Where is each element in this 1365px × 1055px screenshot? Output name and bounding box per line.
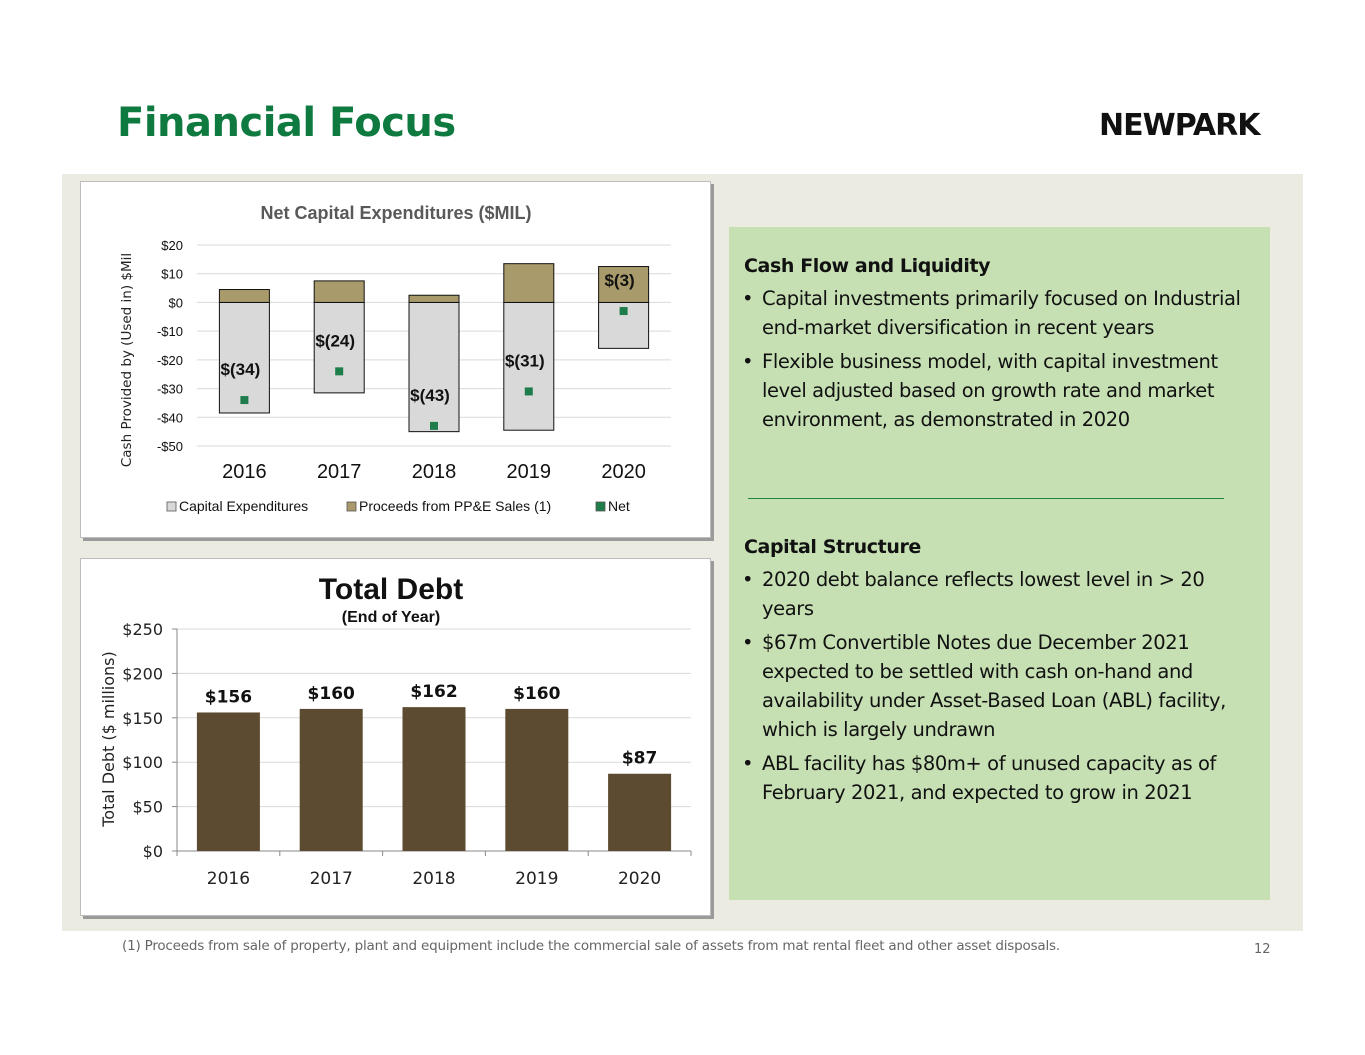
proceeds-bar bbox=[503, 263, 555, 303]
debt-data-label: $160 bbox=[308, 684, 355, 704]
net-capex-chart-box: Net Capital Expenditures ($MIL) Cash Pro… bbox=[80, 181, 711, 538]
bullet-item: • $67m Convertible Notes due December 202… bbox=[742, 631, 1226, 741]
slide-title: Financial Focus bbox=[117, 100, 456, 146]
y-tick-label: -$40 bbox=[157, 410, 183, 425]
net-data-label: $(34) bbox=[221, 360, 261, 379]
y-tick-label: $250 bbox=[122, 620, 163, 639]
cash-flow-bullets: • Capital investments primarily focused o… bbox=[740, 284, 1255, 439]
chart-title: Total Debt bbox=[319, 573, 463, 606]
debt-bar bbox=[608, 773, 672, 851]
x-tick-label: 2017 bbox=[317, 461, 362, 483]
legend-swatch bbox=[166, 501, 177, 512]
chart-subtitle: (End of Year) bbox=[342, 609, 440, 626]
capex-bar bbox=[503, 301, 555, 431]
proceeds-bar bbox=[598, 266, 650, 303]
legend-label: Net bbox=[608, 498, 630, 514]
bullet-item: • ABL facility has $80m+ of unused capaci… bbox=[742, 752, 1216, 804]
proceeds-bar bbox=[408, 294, 460, 303]
net-marker bbox=[619, 307, 628, 316]
net-data-label: $(3) bbox=[604, 271, 634, 290]
y-tick-label: $10 bbox=[161, 267, 183, 282]
legend-swatch bbox=[346, 501, 357, 512]
chart-title: Net Capital Expenditures ($MIL) bbox=[260, 203, 531, 223]
debt-data-label: $160 bbox=[513, 684, 560, 704]
x-tick-label: 2019 bbox=[515, 869, 558, 889]
debt-data-label: $162 bbox=[410, 682, 457, 702]
x-tick-label: 2020 bbox=[601, 461, 646, 483]
x-tick-label: 2018 bbox=[412, 869, 455, 889]
summary-text-box: Cash Flow and Liquidity • Capital investm… bbox=[729, 227, 1270, 900]
x-tick-label: 2018 bbox=[412, 461, 457, 483]
section-divider bbox=[748, 498, 1224, 499]
net-data-label: $(24) bbox=[315, 331, 355, 350]
net-capex-chart: Net Capital Expenditures ($MIL) Cash Pro… bbox=[119, 203, 671, 514]
y-tick-label: $150 bbox=[122, 709, 163, 728]
y-tick-label: $0 bbox=[169, 295, 183, 310]
y-tick-label: -$50 bbox=[157, 439, 183, 454]
x-tick-label: 2019 bbox=[507, 461, 552, 483]
y-tick-label: -$20 bbox=[157, 353, 183, 368]
net-marker bbox=[524, 387, 533, 396]
capital-structure-bullets: • 2020 debt balance reflects lowest level… bbox=[740, 565, 1255, 812]
x-tick-label: 2016 bbox=[222, 461, 267, 483]
y-tick-label: $200 bbox=[122, 664, 163, 683]
net-marker bbox=[240, 396, 249, 405]
net-data-label: $(43) bbox=[410, 386, 450, 405]
net-data-label: $(31) bbox=[505, 351, 545, 370]
bullet-item: • Flexible business model, with capital i… bbox=[742, 350, 1218, 431]
y-axis-label: Cash Provided by (Used in) $Mil bbox=[119, 253, 135, 467]
page-number: 12 bbox=[1254, 942, 1271, 957]
x-tick-label: 2020 bbox=[618, 869, 661, 889]
newpark-logo: NEWPARK bbox=[1099, 108, 1260, 143]
legend-label: Proceeds from PP&E Sales (1) bbox=[359, 498, 551, 514]
total-debt-chart-box: Total Debt (End of Year) Total Debt ($ m… bbox=[80, 558, 711, 916]
debt-bar bbox=[196, 712, 260, 851]
capex-bar bbox=[313, 301, 365, 394]
net-marker bbox=[335, 367, 344, 376]
net-marker bbox=[430, 421, 438, 430]
proceeds-bar bbox=[218, 289, 270, 303]
footnote: (1) Proceeds from sale of property, plan… bbox=[122, 938, 1060, 954]
x-tick-label: 2016 bbox=[207, 869, 250, 889]
y-tick-label: $20 bbox=[161, 238, 183, 253]
legend-swatch bbox=[595, 501, 606, 512]
capital-structure-heading: Capital Structure bbox=[744, 536, 921, 558]
y-tick-label: -$10 bbox=[157, 324, 183, 339]
y-tick-label: $0 bbox=[143, 842, 163, 861]
y-axis-label: Total Debt ($ millions) bbox=[99, 651, 118, 828]
capex-bar bbox=[408, 301, 460, 433]
bullet-item: • 2020 debt balance reflects lowest level… bbox=[742, 568, 1205, 620]
debt-bar bbox=[299, 708, 363, 851]
debt-bar bbox=[505, 708, 569, 851]
debt-data-label: $87 bbox=[622, 749, 658, 769]
x-tick-label: 2017 bbox=[310, 869, 353, 889]
proceeds-bar bbox=[313, 280, 365, 303]
debt-data-label: $156 bbox=[205, 687, 252, 707]
capex-bar bbox=[218, 301, 270, 414]
y-tick-label: $100 bbox=[122, 753, 163, 772]
y-tick-label: $50 bbox=[132, 798, 163, 817]
y-tick-label: -$30 bbox=[157, 382, 183, 397]
bullet-item: • Capital investments primarily focused o… bbox=[742, 287, 1241, 339]
legend-label: Capital Expenditures bbox=[179, 498, 308, 514]
total-debt-chart: Total Debt (End of Year) Total Debt ($ m… bbox=[99, 573, 692, 889]
cash-flow-heading: Cash Flow and Liquidity bbox=[744, 255, 991, 277]
debt-bar bbox=[402, 707, 466, 851]
